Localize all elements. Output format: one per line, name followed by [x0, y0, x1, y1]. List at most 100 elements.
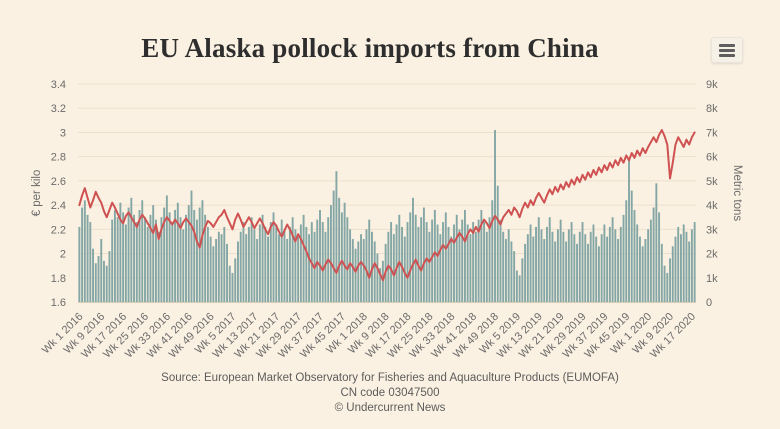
volume-bar: [220, 234, 223, 302]
volume-bar: [614, 229, 617, 302]
right-axis-tick-label: 0: [706, 297, 712, 309]
volume-bar: [321, 222, 324, 302]
volume-bar: [532, 236, 535, 302]
volume-bar: [548, 217, 551, 302]
volume-bar: [237, 241, 239, 302]
volume-bar: [305, 226, 308, 302]
volume-bar: [195, 219, 198, 302]
left-axis-tick-label: 3.2: [51, 103, 66, 115]
volume-bar: [379, 268, 382, 302]
volume-bar: [338, 197, 341, 302]
volume-bar: [247, 226, 250, 302]
volume-bar: [332, 190, 335, 302]
volume-bar: [133, 214, 136, 302]
volume-bar: [381, 260, 384, 302]
volume-bar: [622, 214, 625, 302]
volume-bar: [209, 236, 212, 302]
volume-bar: [149, 214, 152, 302]
volume-bar: [513, 251, 516, 302]
volume-bar: [171, 222, 174, 302]
volume-bar: [502, 231, 505, 302]
volume-bar: [119, 202, 122, 302]
volume-bar: [630, 190, 633, 302]
volume-bar: [647, 229, 650, 302]
volume-bar: [433, 209, 436, 302]
volume-bar: [521, 258, 524, 302]
volume-bar: [611, 217, 614, 302]
volume-bar: [606, 236, 609, 302]
volume-bar: [401, 226, 403, 302]
volume-bar: [597, 246, 600, 302]
volume-bar: [562, 231, 565, 302]
chart-footer: Source: European Market Observatory for …: [0, 371, 780, 416]
volume-bar: [250, 217, 253, 302]
right-axis-tick-label: 7k: [706, 127, 718, 139]
volume-bar: [559, 219, 562, 302]
volume-bar: [124, 224, 127, 302]
volume-bar: [81, 207, 84, 302]
right-axis-tick-label: 6k: [706, 152, 718, 164]
volume-bar: [212, 246, 215, 302]
volume-bar: [127, 207, 130, 302]
volume-bar: [278, 234, 280, 302]
volume-bar: [567, 229, 570, 302]
volume-bar: [420, 217, 423, 302]
page-title: EU Alaska pollock imports from China: [141, 33, 599, 63]
volume-bar: [660, 243, 663, 302]
volume-bar: [97, 255, 100, 302]
volume-bar: [269, 222, 272, 302]
volume-bar: [619, 226, 622, 302]
volume-bar: [608, 226, 611, 302]
volume-bar: [436, 224, 439, 302]
volume-bar: [135, 222, 138, 302]
left-axis-tick-label: 2: [60, 249, 66, 261]
export-menu-button[interactable]: [711, 37, 743, 63]
volume-bar: [168, 212, 171, 302]
volume-bar: [160, 217, 163, 302]
volume-bar: [165, 195, 168, 302]
right-axis-tick-label: 4k: [706, 200, 718, 212]
volume-bar: [693, 222, 696, 302]
volume-bar: [450, 236, 453, 302]
volume-bar: [587, 243, 589, 302]
volume-bar: [319, 209, 321, 302]
volume-bar: [217, 231, 220, 302]
volume-bar: [406, 222, 409, 302]
volume-bar: [354, 248, 357, 302]
volume-bar: [636, 224, 639, 302]
volume-bar: [297, 236, 300, 302]
volume-bar: [92, 248, 94, 302]
volume-bar: [584, 234, 587, 302]
right-axis-tick-label: 5k: [706, 176, 718, 188]
volume-bar: [455, 214, 458, 302]
volume-bar: [447, 226, 450, 302]
volume-bar: [116, 217, 119, 302]
volume-bar: [365, 229, 368, 302]
volume-bar: [463, 209, 466, 302]
right-axis-tick-label: 9k: [706, 79, 718, 91]
footer-source: Source: European Market Observatory for …: [161, 372, 619, 384]
volume-bar: [215, 239, 218, 302]
volume-bar: [395, 224, 398, 302]
right-axis-tick-label: 1k: [706, 273, 718, 285]
footer-copyright: © Undercurrent News: [334, 402, 446, 414]
volume-bar: [461, 219, 464, 302]
volume-bar: [458, 229, 461, 302]
volume-bar: [617, 239, 620, 302]
volume-bar: [362, 239, 365, 302]
volume-bar: [556, 229, 559, 302]
volume-bar: [234, 258, 237, 302]
volume-bar: [655, 183, 658, 302]
volume-bar: [245, 234, 248, 302]
volume-bar: [488, 217, 491, 302]
volume-bar: [529, 224, 532, 302]
volume-bar: [658, 212, 661, 302]
volume-bar: [302, 214, 305, 302]
volume-bar: [193, 209, 196, 302]
volume-bar: [157, 231, 160, 302]
volume-bar: [299, 224, 302, 302]
volume-bar: [373, 241, 376, 302]
volume-bar: [688, 241, 691, 302]
volume-bar: [329, 205, 332, 302]
volume-bar: [288, 226, 291, 302]
